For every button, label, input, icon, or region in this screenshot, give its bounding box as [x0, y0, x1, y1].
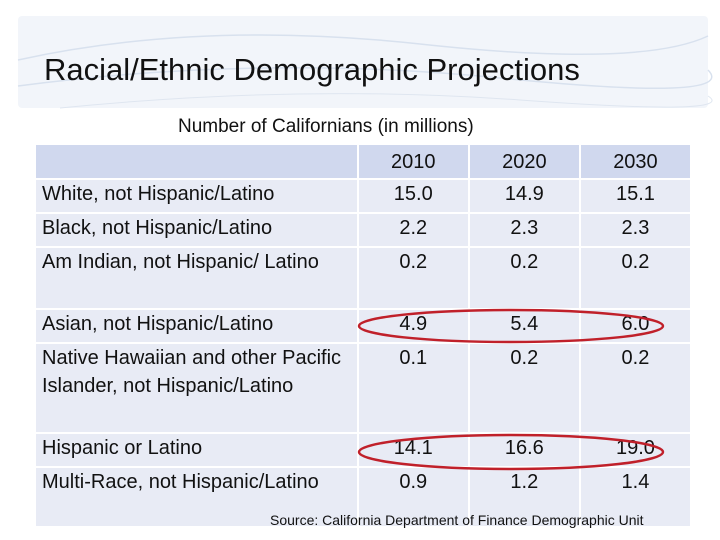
row-label: Multi-Race, not Hispanic/Latino [36, 468, 357, 526]
cell-value: 6.0 [578, 310, 690, 342]
table-subtitle: Number of Californians (in millions) [178, 116, 474, 137]
row-label: White, not Hispanic/Latino [36, 180, 357, 212]
header-year-2010: 2010 [356, 145, 468, 178]
cell-value: 15.0 [356, 180, 468, 212]
table-row: Hispanic or Latino 14.1 16.6 19.0 [36, 434, 690, 466]
cell-value: 0.1 [356, 344, 468, 432]
cell-value: 16.6 [467, 434, 579, 466]
cell-value: 0.2 [578, 248, 690, 308]
cell-value: 0.2 [467, 344, 579, 432]
title-band [18, 16, 708, 108]
cell-value: 2.3 [467, 214, 579, 246]
cell-value: 0.9 [356, 468, 468, 526]
title-swoosh-1 [17, 34, 709, 61]
slide-title: Racial/Ethnic Demographic Projections [44, 52, 580, 87]
source-note: Source: California Department of Finance… [270, 512, 644, 528]
title-swoosh-3 [59, 93, 713, 109]
table-row: White, not Hispanic/Latino 15.0 14.9 15.… [36, 180, 690, 212]
cell-value: 0.2 [356, 248, 468, 308]
cell-value: 1.2 [467, 468, 579, 526]
cell-value: 5.4 [467, 310, 579, 342]
row-label: Asian, not Hispanic/Latino [36, 310, 357, 342]
title-swoosh-2 [17, 66, 713, 90]
header-year-2020: 2020 [467, 145, 579, 178]
cell-value: 0.2 [467, 248, 579, 308]
table-row: Asian, not Hispanic/Latino 4.9 5.4 6.0 [36, 310, 690, 342]
title-background-decoration [17, 16, 713, 109]
cell-value: 4.9 [356, 310, 468, 342]
table-row: Black, not Hispanic/Latino 2.2 2.3 2.3 [36, 214, 690, 246]
header-year-2030: 2030 [578, 145, 690, 178]
table-header-row: 2010 2020 2030 [36, 145, 690, 178]
cell-value: 15.1 [578, 180, 690, 212]
projections-table: 2010 2020 2030 White, not Hispanic/Latin… [36, 143, 690, 528]
table-row: Native Hawaiian and other Pacific Island… [36, 344, 690, 432]
table-row: Am Indian, not Hispanic/ Latino 0.2 0.2 … [36, 248, 690, 308]
cell-value: 2.3 [578, 214, 690, 246]
cell-value: 14.9 [467, 180, 579, 212]
cell-value: 19.0 [578, 434, 690, 466]
row-label: Native Hawaiian and other Pacific Island… [36, 344, 357, 432]
header-corner [36, 145, 357, 178]
row-label: Black, not Hispanic/Latino [36, 214, 357, 246]
cell-value: 14.1 [356, 434, 468, 466]
table-row: Multi-Race, not Hispanic/Latino 0.9 1.2 … [36, 468, 690, 526]
cell-value: 0.2 [578, 344, 690, 432]
row-label: Am Indian, not Hispanic/ Latino [36, 248, 357, 308]
cell-value: 1.4 [578, 468, 690, 526]
row-label: Hispanic or Latino [36, 434, 357, 466]
cell-value: 2.2 [356, 214, 468, 246]
